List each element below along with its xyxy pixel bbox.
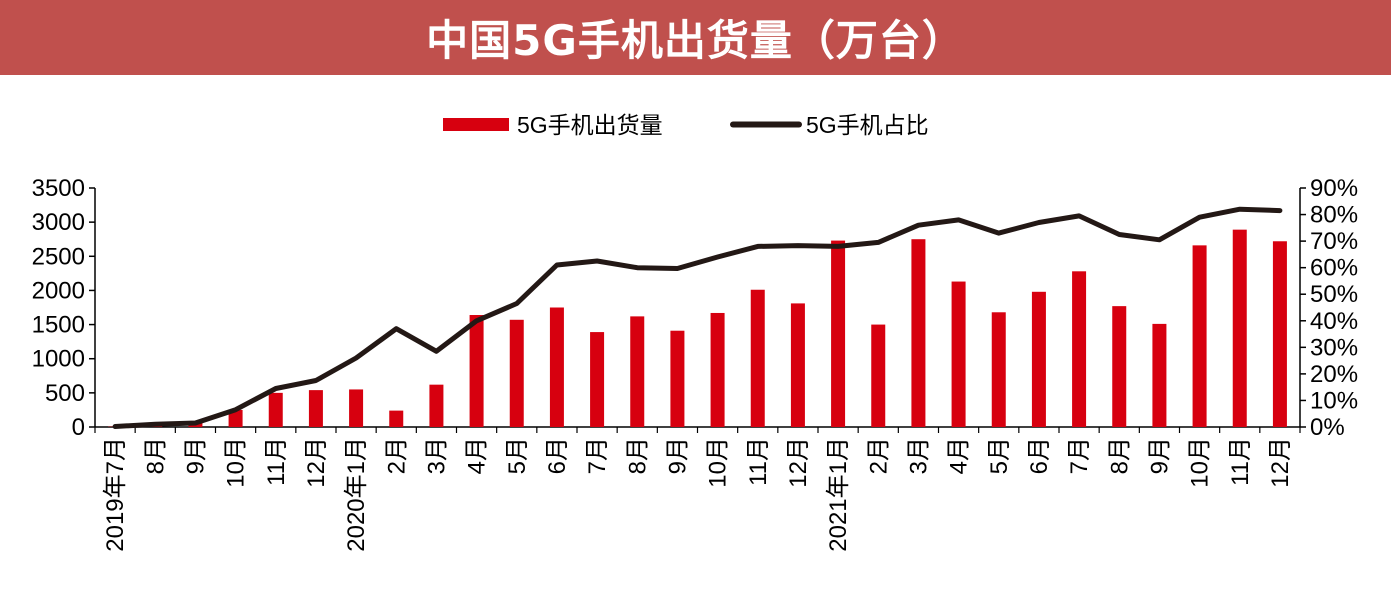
bar (1031, 291, 1046, 427)
bar (268, 392, 283, 427)
bar (710, 312, 725, 427)
x-tick-label: 9月 (182, 437, 209, 474)
bar (509, 319, 524, 427)
x-tick-label: 7月 (584, 437, 611, 474)
x-tick-label: 8月 (142, 437, 169, 474)
axes (89, 187, 1306, 433)
y-left-tick-label: 3500 (32, 175, 85, 202)
bar (750, 289, 765, 427)
chart-legend: 5G手机出货量 5G手机占比 (443, 112, 929, 138)
y-right-tick-label: 60% (1310, 255, 1358, 282)
bar (590, 332, 605, 427)
bar (991, 312, 1006, 427)
x-tick-label: 4月 (464, 437, 491, 474)
bar (871, 324, 886, 427)
x-tick-label: 8月 (1106, 437, 1133, 474)
y-left-tick-label: 500 (45, 380, 85, 407)
y-right-tick-label: 10% (1310, 387, 1358, 414)
bar (549, 307, 564, 427)
legend-label-shipments: 5G手机出货量 (517, 112, 663, 138)
x-tick-label: 4月 (946, 437, 973, 474)
bar (228, 409, 243, 427)
bar (1152, 323, 1167, 427)
title-banner: 中国5G手机出货量（万台） (0, 0, 1391, 75)
bar (790, 303, 805, 427)
bar (1072, 271, 1087, 427)
x-tick-label: 11月 (1227, 437, 1254, 486)
x-tick-label: 3月 (905, 437, 932, 474)
x-tick-label: 12月 (303, 437, 330, 488)
bar (308, 390, 323, 427)
x-tick-label: 5月 (504, 437, 531, 474)
x-tick-label: 6月 (1026, 437, 1053, 474)
y-left-tick-label: 2500 (32, 243, 85, 270)
x-tick-label: 2019年7月 (102, 437, 129, 552)
bar (469, 315, 484, 427)
y-right-tick-label: 70% (1310, 228, 1358, 255)
bar (429, 384, 444, 427)
bar (1232, 229, 1247, 427)
x-tick-label: 7月 (1066, 437, 1093, 474)
x-tick-label: 12月 (785, 437, 812, 488)
y-right-tick-label: 0% (1310, 414, 1345, 441)
bar (1112, 306, 1127, 427)
x-tick-label: 9月 (1146, 437, 1173, 474)
y-right-tick-label: 30% (1310, 334, 1358, 361)
x-tick-label: 10月 (223, 437, 250, 488)
bar (349, 389, 364, 427)
x-tick-label: 10月 (705, 437, 732, 488)
y-right-tick-label: 80% (1310, 202, 1358, 229)
x-tick-label: 9月 (664, 437, 691, 474)
x-tick-label: 6月 (544, 437, 571, 474)
line-series (112, 206, 1283, 429)
x-tick-label: 2月 (383, 437, 410, 474)
x-tick-label: 2020年1月 (343, 437, 370, 552)
y-left-tick-label: 1500 (32, 312, 85, 339)
y-axis-right-labels: 0%10%20%30%40%50%60%70%80%90% (1310, 175, 1358, 441)
bar (1272, 241, 1287, 427)
bar (911, 239, 926, 427)
x-tick-label: 10月 (1187, 437, 1214, 488)
bar (630, 316, 645, 427)
y-right-tick-label: 50% (1310, 281, 1358, 308)
y-right-tick-label: 90% (1310, 175, 1358, 202)
legend-label-share: 5G手机占比 (806, 112, 929, 138)
y-left-tick-label: 1000 (32, 346, 85, 373)
x-axis-labels: 2019年7月 8月 9月 10月 11月 12月 2020年1月 2月 3月 4月 5月 6月 7月 8… (102, 437, 1294, 552)
bar (670, 330, 685, 427)
share-line (112, 206, 1283, 429)
x-tick-label: 2021年1月 (825, 437, 852, 552)
bar (1192, 245, 1207, 427)
x-tick-label: 5月 (986, 437, 1013, 474)
y-right-tick-label: 40% (1310, 308, 1358, 335)
y-axis-left-labels: 0 500 1000 1500 2000 2500 3000 3500 (32, 175, 85, 441)
y-left-tick-label: 0 (72, 414, 85, 441)
bar (951, 281, 966, 427)
x-tick-label: 11月 (745, 437, 772, 486)
bar (831, 240, 846, 427)
x-tick-label: 12月 (1267, 437, 1294, 488)
chart-title: 中国5G手机出货量（万台） (426, 16, 965, 65)
bar-series (108, 229, 1287, 427)
legend-swatch-shipments (443, 118, 509, 131)
y-right-tick-label: 20% (1310, 361, 1358, 388)
y-left-tick-label: 3000 (32, 209, 85, 236)
x-tick-label: 2月 (865, 437, 892, 474)
bar (389, 410, 404, 427)
y-left-tick-label: 2000 (32, 277, 85, 304)
x-tick-label: 8月 (624, 437, 651, 474)
x-tick-label: 11月 (263, 437, 290, 486)
x-tick-label: 3月 (423, 437, 450, 474)
